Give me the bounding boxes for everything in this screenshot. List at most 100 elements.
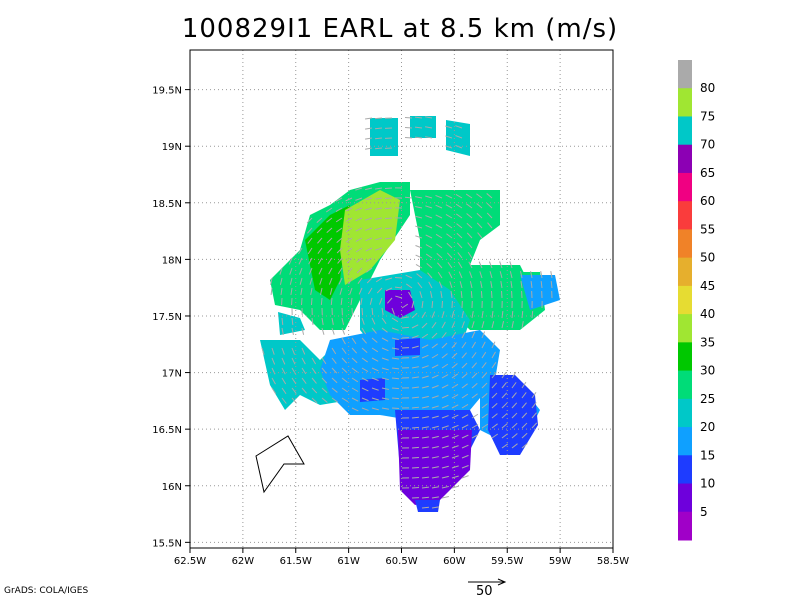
wind-vector	[511, 412, 518, 419]
wind-vector	[378, 297, 383, 305]
wind-vector	[501, 321, 505, 329]
wind-vector	[345, 227, 353, 233]
wind-vector	[301, 327, 305, 335]
wind-vector	[479, 271, 483, 279]
wind-vector	[431, 395, 439, 399]
wind-vector	[331, 397, 338, 403]
credit-text: GrADS: COLA/IGES	[4, 586, 89, 596]
wind-vector	[374, 127, 383, 130]
wind-vector	[401, 303, 409, 309]
wind-vector	[500, 281, 503, 289]
chart-title: 100829I1 EARL at 8.5 km (m/s)	[181, 14, 619, 44]
wind-vector	[271, 357, 276, 365]
wind-vector	[441, 455, 449, 459]
wind-vector	[361, 377, 369, 382]
wind-vector	[281, 387, 287, 395]
wind-vector	[445, 135, 453, 139]
wind-vector	[486, 202, 493, 209]
wind-vector	[461, 475, 469, 479]
wind-vector	[366, 277, 373, 284]
wind-vector	[441, 384, 449, 389]
wind-vector	[441, 394, 449, 399]
wind-vector	[446, 252, 453, 259]
wind-vector	[461, 465, 469, 469]
wind-vector	[421, 333, 429, 339]
wind-vector	[461, 311, 464, 319]
wind-vector	[460, 290, 463, 299]
colorbar-label: 20	[700, 420, 715, 434]
wind-vector	[371, 407, 379, 411]
x-tick-label: 62W	[232, 556, 255, 567]
wind-vector	[509, 261, 513, 269]
wind-vector	[365, 247, 373, 252]
wind-vector	[371, 357, 379, 362]
wind-vector	[335, 197, 343, 202]
wind-vector	[369, 297, 373, 305]
wind-speed-region	[305, 205, 350, 300]
wind-vector	[326, 227, 333, 234]
wind-vector	[361, 367, 369, 373]
wind-vector	[486, 193, 493, 199]
wind-vector	[375, 227, 383, 231]
wind-speed-region	[450, 272, 545, 330]
wind-speed-region	[370, 118, 398, 156]
wind-vector	[341, 387, 349, 393]
wind-vector	[457, 252, 463, 259]
colorbar-label: 50	[700, 251, 715, 265]
wind-vector	[501, 433, 508, 439]
wind-vector	[431, 364, 439, 369]
wind-vector	[491, 423, 498, 429]
wind-vector	[458, 271, 463, 279]
wind-vector	[461, 373, 468, 379]
wind-vector	[511, 371, 517, 379]
wind-vector	[415, 254, 423, 259]
colorbar-swatch	[678, 370, 692, 400]
wind-vector	[421, 476, 430, 479]
wind-speed-region	[410, 116, 436, 138]
wind-vector	[531, 391, 537, 399]
wind-vector	[411, 355, 419, 359]
wind-vector	[391, 367, 400, 370]
wind-vector	[436, 243, 443, 249]
wind-vector	[281, 397, 287, 404]
wind-vector	[441, 435, 449, 439]
wind-vector	[451, 434, 459, 439]
wind-vector	[441, 404, 449, 409]
colorbar-swatch	[678, 144, 692, 174]
wind-vector	[459, 281, 463, 289]
colorbar-label: 10	[700, 477, 715, 491]
wind-vector	[316, 227, 323, 234]
wind-vector	[456, 242, 463, 249]
wind-vector	[411, 426, 420, 429]
wind-vector	[457, 261, 463, 269]
wind-vector	[411, 436, 420, 439]
wind-vector	[391, 307, 395, 315]
wind-vector	[461, 414, 469, 419]
wind-vector	[491, 361, 497, 369]
wind-vector	[384, 197, 393, 200]
wind-vector	[355, 237, 363, 242]
wind-vector	[321, 357, 327, 365]
colorbar-swatch	[678, 257, 692, 287]
colorbar-label: 45	[700, 279, 715, 293]
wind-vector	[341, 337, 346, 345]
wind-vector	[419, 291, 423, 299]
wind-vector	[331, 347, 337, 355]
wind-vector	[341, 397, 349, 403]
wind-vectors	[261, 116, 553, 509]
wind-vector	[391, 387, 400, 390]
wind-vector	[471, 321, 475, 329]
wind-vector	[461, 341, 467, 349]
wind-vector	[317, 257, 323, 265]
wind-vector	[471, 341, 477, 349]
colorbar-label: 30	[700, 364, 715, 378]
wind-vector	[435, 204, 443, 209]
wind-vector	[336, 227, 343, 233]
wind-vector	[311, 367, 317, 374]
wind-vector	[358, 287, 363, 295]
y-tick-label: 16N	[162, 482, 182, 493]
wind-vector	[450, 290, 453, 299]
wind-vector	[521, 392, 527, 399]
wind-vector	[441, 353, 448, 359]
wind-vector	[471, 434, 479, 439]
